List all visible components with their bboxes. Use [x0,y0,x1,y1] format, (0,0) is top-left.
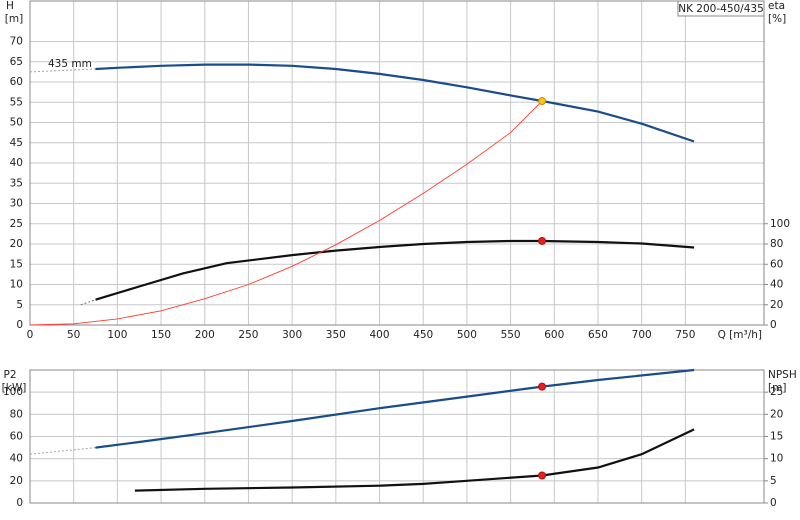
y2-tick-label: 5 [770,475,777,487]
x-tick-label: 450 [413,329,433,341]
x-tick-label: 0 [27,329,34,341]
y-axis-unit: [m] [5,13,23,25]
y-tick-label: 50 [10,117,23,129]
plot-frame [29,369,765,504]
operating-point [538,97,547,106]
title-box [677,0,765,17]
x-tick-label: 350 [326,329,346,341]
chart-title: NK 200-450/435 [678,3,764,15]
y2-tick-label: 20 [770,408,783,420]
x-tick-label: 400 [370,329,390,341]
curve-annotation: 435 mm [48,58,92,70]
curve [134,428,695,492]
y-axis-unit: [kW] [2,382,27,394]
x-tick-label: 550 [501,329,521,341]
y2-tick-label: 0 [770,497,777,509]
curve [29,447,96,455]
y-tick-label: 20 [10,238,23,250]
x-axis-label: Q [m³/h] [718,329,762,341]
curve [29,100,543,326]
y2-axis-unit: [m] [768,382,786,394]
y-axis-label: H [6,0,14,12]
y-tick-label: 15 [10,258,23,270]
x-tick-label: 150 [151,329,171,341]
y-tick-label: 40 [10,453,23,465]
operating-point [538,236,547,245]
y-tick-label: 100 [3,386,23,398]
plot-frame [29,0,765,326]
y-tick-label: 30 [10,198,23,210]
x-tick-label: 250 [238,329,258,341]
operating-point [538,471,547,480]
x-tick-label: 50 [67,329,80,341]
y2-tick-label: 100 [770,218,790,230]
curve [95,368,695,449]
curve [80,299,96,306]
x-tick-label: 650 [588,329,608,341]
y-tick-label: 40 [10,157,23,169]
curve [29,68,96,73]
y-tick-label: 0 [16,319,23,331]
y-tick-label: 65 [10,56,23,68]
y2-axis-label: NPSH [768,369,797,381]
y2-tick-label: 25 [770,386,783,398]
y-axis-label: P2 [3,369,16,381]
y2-tick-label: 10 [770,453,783,465]
y-tick-label: 70 [10,36,23,48]
x-tick-label: 750 [675,329,695,341]
y-tick-label: 20 [10,475,23,487]
y-tick-label: 25 [10,218,23,230]
x-tick-label: 600 [544,329,564,341]
y-tick-label: 0 [16,497,23,509]
y-tick-label: 60 [10,431,23,443]
x-tick-label: 700 [632,329,652,341]
x-tick-label: 300 [282,329,302,341]
y2-tick-label: 80 [770,238,783,250]
y-tick-label: 10 [10,279,23,291]
x-tick-label: 100 [107,329,127,341]
y-tick-label: 80 [10,408,23,420]
y2-axis-label: eta [768,0,785,12]
y2-tick-label: 15 [770,431,783,443]
y-tick-label: 35 [10,177,23,189]
x-tick-label: 500 [457,329,477,341]
y-tick-label: 60 [10,76,23,88]
y2-tick-label: 0 [770,319,777,331]
y2-tick-label: 60 [770,258,783,270]
y2-axis-unit: [%] [768,13,786,25]
y-tick-label: 45 [10,137,23,149]
x-tick-label: 200 [195,329,215,341]
curve [95,63,695,143]
curve [95,239,695,301]
y2-tick-label: 20 [770,299,783,311]
y2-tick-label: 40 [770,279,783,291]
y-tick-label: 5 [16,299,23,311]
y-tick-label: 55 [10,96,23,108]
operating-point [538,382,547,391]
